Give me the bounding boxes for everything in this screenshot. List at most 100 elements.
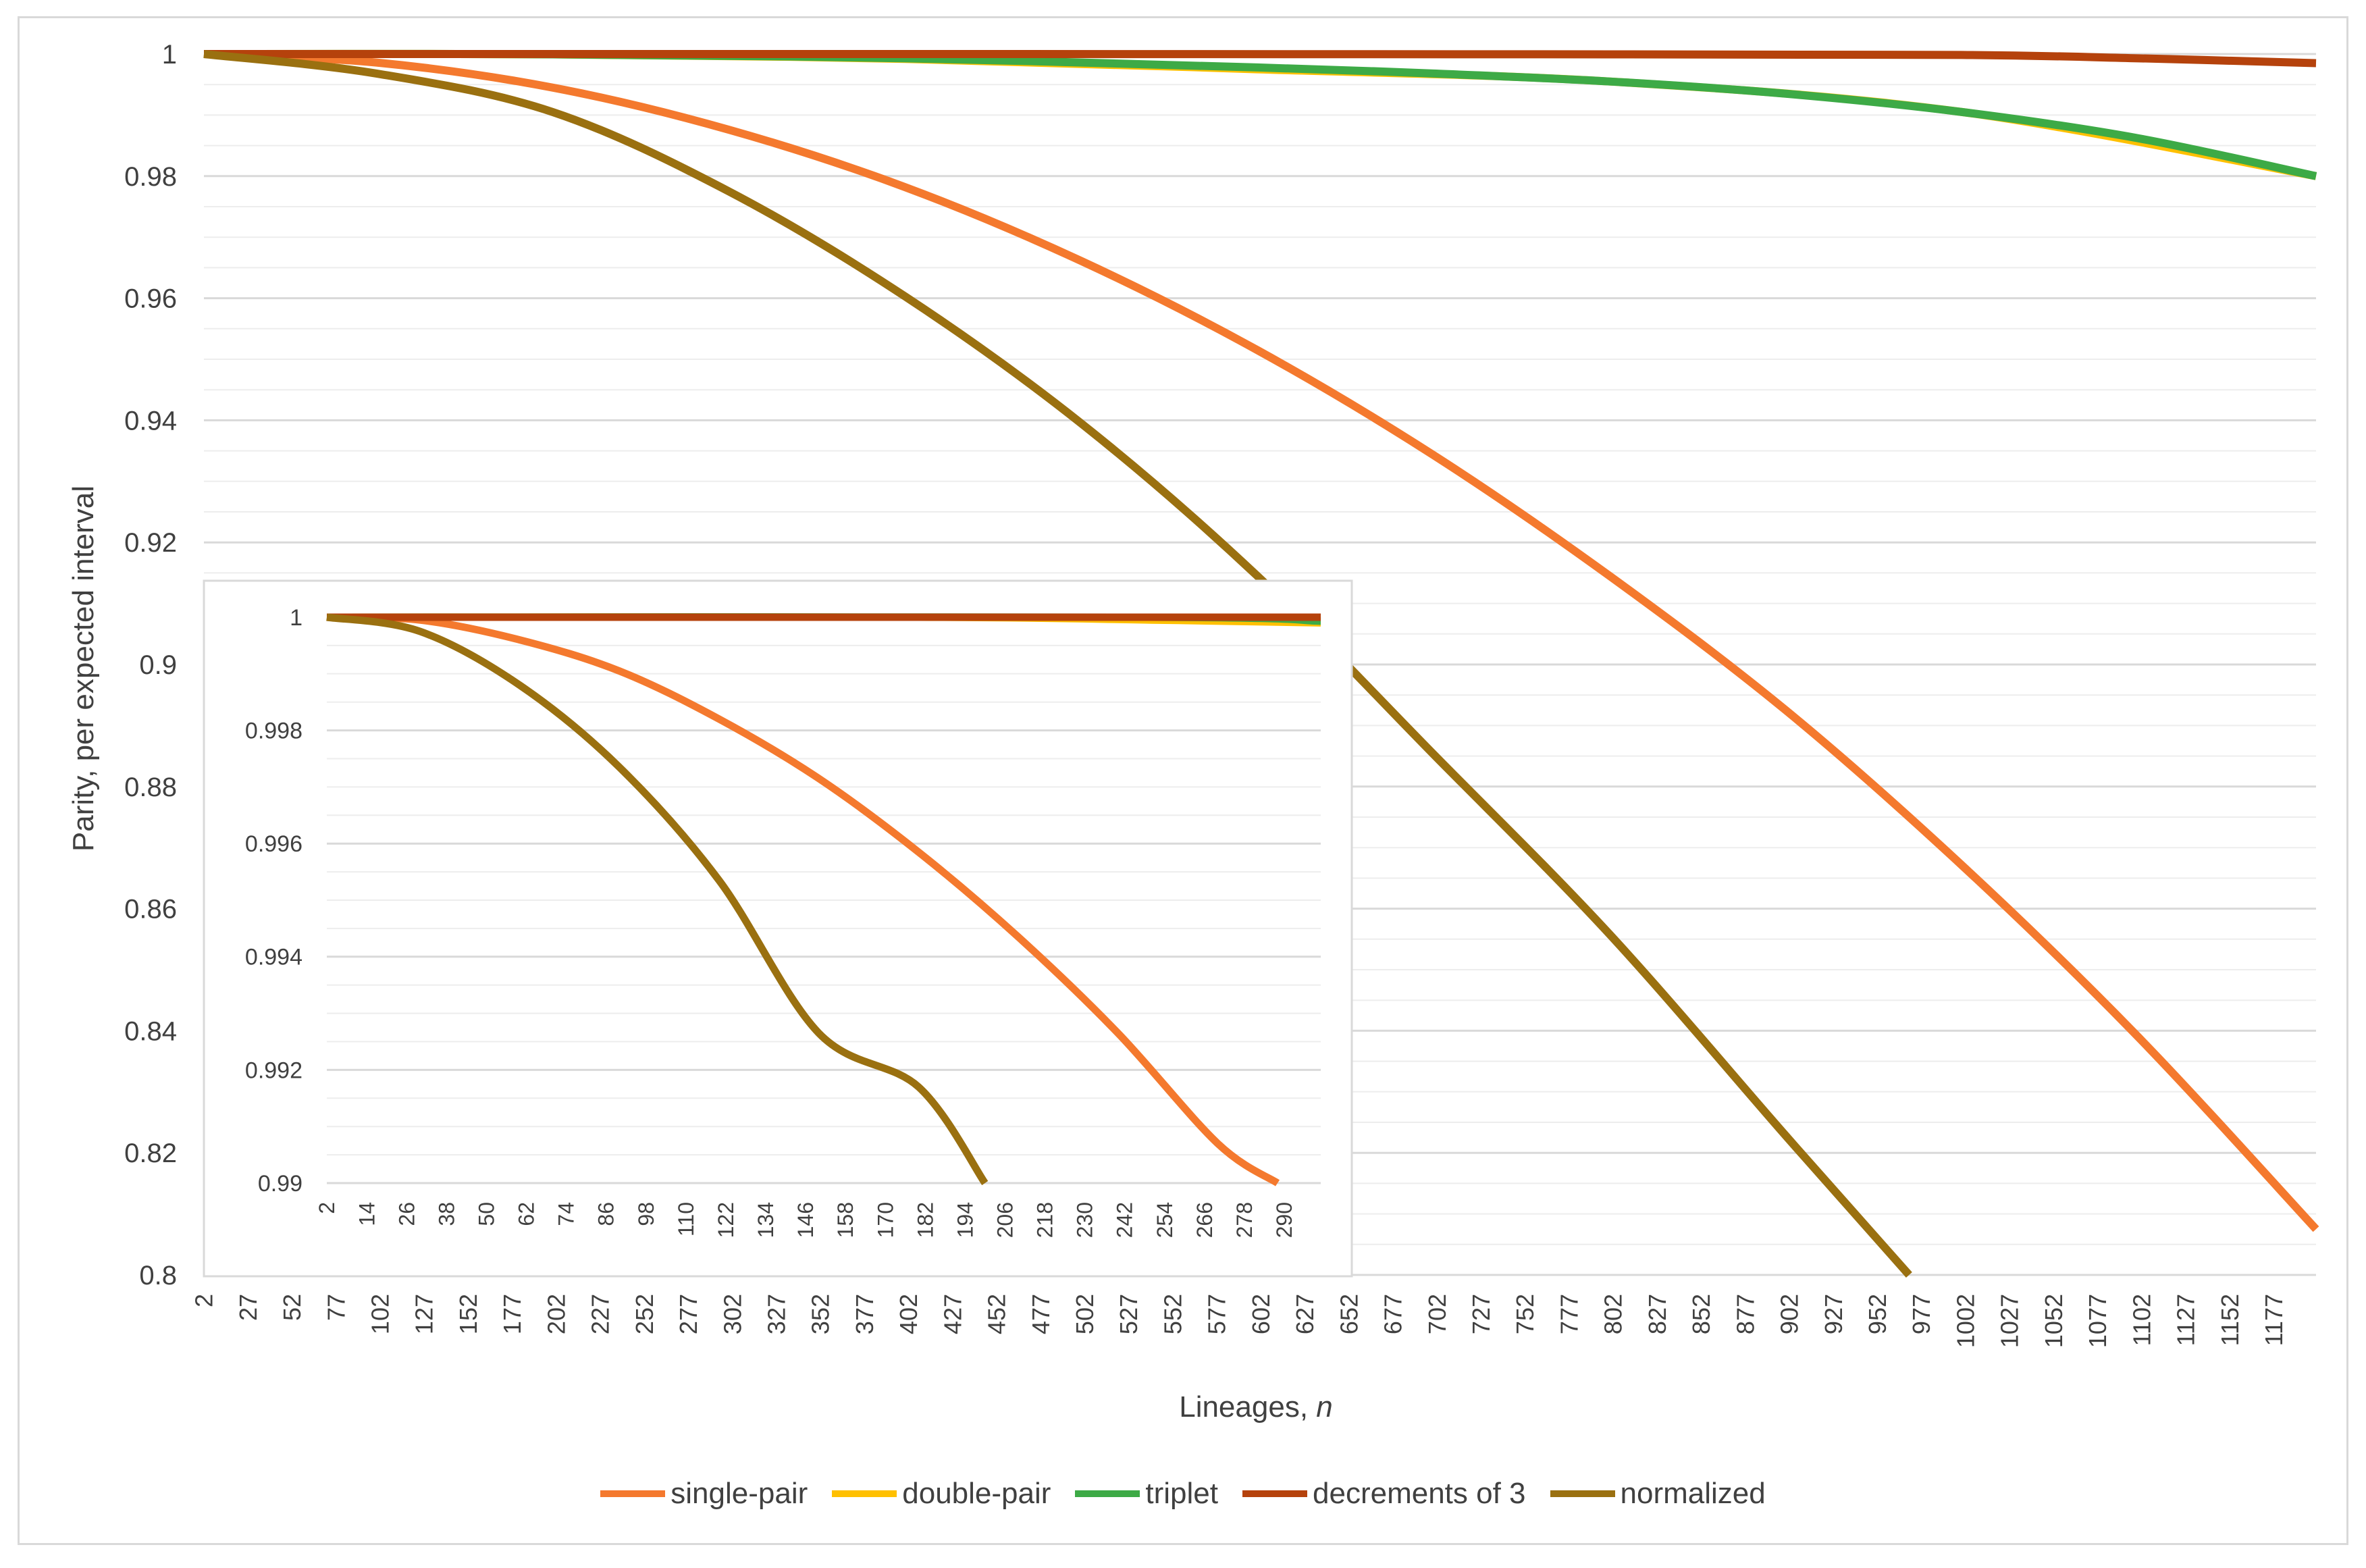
x-tick-label: 327: [762, 1294, 790, 1334]
x-tick-label: 352: [807, 1294, 835, 1334]
x-tick-label: 452: [983, 1294, 1011, 1334]
x-tick-label: 14: [354, 1202, 379, 1226]
x-tick-label: 752: [1511, 1294, 1539, 1334]
x-tick-label: 702: [1423, 1294, 1451, 1334]
x-tick-label: 552: [1159, 1294, 1186, 1334]
x-tick-label: 477: [1027, 1294, 1055, 1334]
legend-label: triplet: [1145, 1477, 1218, 1510]
x-tick-label: 146: [793, 1202, 818, 1238]
x-tick-label: 242: [1113, 1202, 1137, 1238]
x-tick-label: 227: [587, 1294, 614, 1334]
y-axis-title: Parity, per expected interval: [67, 486, 100, 852]
legend-label: double-pair: [902, 1477, 1051, 1510]
y-tick-label: 0.86: [124, 895, 177, 924]
y-tick-label: 0.82: [124, 1139, 177, 1168]
y-tick-label: 0.88: [124, 773, 177, 802]
legend-item-double-pair: double-pair: [832, 1477, 1051, 1511]
x-tick-label: 266: [1192, 1202, 1217, 1238]
x-tick-label: 852: [1687, 1294, 1715, 1334]
y-tick-label: 0.96: [124, 284, 177, 314]
inset-y-tick-labels: 0.99 0.992 0.994 0.996 0.998 1: [245, 605, 303, 1197]
x-tick-label: 206: [993, 1202, 1018, 1238]
series-line-decrements-of-3: [203, 49, 2317, 68]
x-tick-label: 52: [278, 1294, 306, 1321]
x-tick-label: 652: [1335, 1294, 1363, 1334]
inset-series-lines: [326, 613, 1321, 1186]
y-tick-label: 0.92: [124, 528, 177, 558]
x-tick-label: 254: [1153, 1202, 1177, 1238]
x-tick-label: 177: [498, 1294, 526, 1334]
legend-swatch: [1242, 1490, 1307, 1497]
x-tick-label: 602: [1247, 1294, 1275, 1334]
series-line-normalized: [326, 613, 989, 1186]
y-tick-label: 0.99: [258, 1171, 303, 1197]
x-tick-label: 802: [1600, 1294, 1627, 1334]
x-tick-label: 122: [714, 1202, 738, 1238]
x-tick-label: 50: [475, 1202, 499, 1226]
x-tick-label: 427: [939, 1294, 966, 1334]
x-tick-label: 1127: [2172, 1294, 2200, 1346]
x-tick-label: 902: [1776, 1294, 1804, 1334]
x-tick-label: 218: [1033, 1202, 1057, 1238]
y-tick-label: 0.992: [245, 1057, 303, 1083]
x-tick-label: 877: [1731, 1294, 1759, 1334]
x-tick-label: 182: [913, 1202, 937, 1238]
x-tick-label: 1177: [2260, 1294, 2288, 1346]
main-series-lines: [203, 49, 2319, 1278]
x-tick-label: 2: [315, 1202, 339, 1214]
legend-item-decrements-of-3: decrements of 3: [1242, 1477, 1526, 1511]
y-tick-label: 0.94: [124, 406, 177, 436]
legend-item-triplet: triplet: [1075, 1477, 1218, 1511]
x-tick-label: 158: [833, 1202, 858, 1238]
x-tick-label: 102: [366, 1294, 394, 1334]
legend-swatch: [832, 1490, 897, 1497]
legend-label: normalized: [1620, 1477, 1766, 1510]
x-tick-label: 194: [953, 1202, 977, 1238]
x-tick-label: 252: [631, 1294, 658, 1334]
x-tick-label: 86: [594, 1202, 619, 1226]
x-tick-label: 277: [675, 1294, 702, 1334]
inset-x-tick-labels: 2 14 26 38 50 62 74 86 98 110 122 134 146 158 170 182 19…: [315, 1202, 1296, 1238]
legend-label: decrements of 3: [1313, 1477, 1526, 1510]
x-tick-label: 170: [873, 1202, 897, 1238]
x-tick-label: 110: [674, 1202, 698, 1236]
x-tick-label: 1002: [1951, 1294, 1979, 1348]
x-tick-label: 38: [434, 1202, 458, 1226]
x-tick-label: 1027: [1996, 1294, 2024, 1348]
series-line-single-pair: [203, 50, 2319, 1232]
x-tick-label: 152: [454, 1294, 482, 1334]
x-tick-label: 1077: [2084, 1294, 2111, 1348]
x-tick-label: 202: [542, 1294, 570, 1334]
y-tick-label: 0.994: [245, 945, 303, 970]
legend: single-pair double-pair triplet decrements …: [0, 1471, 2366, 1511]
x-tick-label: 134: [754, 1202, 778, 1238]
x-tick-label: 527: [1115, 1294, 1142, 1334]
inset-chart: 0.99 0.992 0.994 0.996 0.998 1 2 14 26 38 50 62 74 8…: [203, 579, 1353, 1278]
x-tick-label: 827: [1644, 1294, 1671, 1334]
x-tick-label: 927: [1820, 1294, 1847, 1334]
y-tick-label: 0.98: [124, 162, 177, 192]
legend-item-normalized: normalized: [1550, 1477, 1766, 1511]
main-y-tick-labels: 0.8 0.82 0.84 0.86 0.88 0.9 0.92 0.94 0.96 0.98 1: [124, 40, 177, 1290]
x-tick-label: 627: [1291, 1294, 1319, 1334]
x-tick-label: 977: [1908, 1294, 1935, 1334]
y-tick-label: 0.996: [245, 831, 303, 857]
x-axis-title-var: n: [1316, 1390, 1332, 1423]
y-tick-label: 0.9: [139, 650, 177, 680]
y-tick-label: 1: [290, 605, 303, 631]
legend-swatch: [600, 1490, 666, 1497]
x-tick-label: 577: [1203, 1294, 1231, 1334]
x-tick-label: 74: [554, 1202, 579, 1226]
legend-label: single-pair: [671, 1477, 808, 1510]
x-tick-label: 230: [1073, 1202, 1097, 1238]
y-tick-label: 1: [162, 40, 177, 70]
x-tick-label: 777: [1555, 1294, 1583, 1334]
y-tick-label: 0.8: [139, 1261, 177, 1290]
legend-swatch: [1550, 1490, 1615, 1497]
x-tick-label: 127: [411, 1294, 438, 1334]
x-tick-label: 677: [1379, 1294, 1407, 1334]
x-tick-label: 2: [190, 1294, 218, 1307]
x-tick-label: 98: [634, 1202, 658, 1226]
x-tick-label: 502: [1071, 1294, 1099, 1334]
